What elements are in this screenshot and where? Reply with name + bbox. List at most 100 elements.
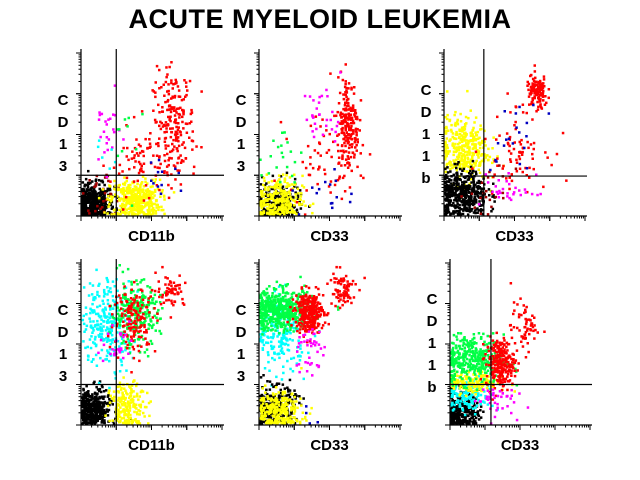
data-point [455,172,458,175]
data-point [120,190,124,194]
data-point [91,190,95,194]
data-point [87,169,90,173]
data-point [276,197,279,201]
data-point [145,343,148,346]
data-point [273,179,276,182]
data-point [123,207,127,210]
data-point [132,321,135,324]
data-point [109,306,112,309]
data-point [119,347,123,350]
data-point [100,335,103,338]
data-point [317,101,321,104]
data-point [106,286,109,289]
data-point [159,192,163,195]
data-point [122,296,125,299]
data-point [178,116,181,119]
data-point [150,213,153,216]
data-point [334,130,337,134]
data-point [137,307,140,310]
data-point [349,134,353,138]
data-point [137,171,141,175]
data-point [101,420,104,423]
data-point [284,202,287,206]
data-point [102,343,106,347]
data-point [271,174,275,178]
data-point [453,177,457,181]
data-point [358,118,362,122]
data-point [287,200,290,203]
data-point [107,391,110,395]
data-point [293,177,297,181]
data-point [545,101,548,105]
data-point [109,328,112,331]
data-point [89,206,93,210]
data-point [453,205,457,208]
data-point [275,304,278,307]
data-point [547,112,551,115]
data-point [139,321,142,324]
data-point [474,192,478,195]
data-point [120,150,124,153]
data-point [126,267,130,271]
data-point [471,159,475,163]
data-point [127,116,130,120]
data-point [150,179,153,182]
data-point [506,195,509,198]
data-point [122,199,125,203]
data-point [458,129,461,133]
data-point [279,183,283,186]
data-point [355,149,358,152]
data-point [318,95,321,99]
data-point [291,213,294,216]
data-point [138,410,142,413]
data-point [276,335,279,338]
data-point [105,175,109,179]
data-point [347,102,350,105]
data-point [97,397,100,400]
data-point [539,106,543,109]
data-point [345,98,349,102]
data-point [344,144,347,148]
data-point [191,148,194,151]
data-point [94,207,97,211]
data-point [518,140,521,144]
data-point [538,86,541,89]
data-point [368,153,372,156]
data-point [87,390,90,393]
data-point [138,413,141,416]
data-point [353,156,356,159]
data-point [455,181,458,185]
data-point [461,128,464,132]
data-point [162,83,165,86]
data-point [96,211,99,214]
data-point [170,97,173,100]
data-point [348,200,352,204]
data-point [359,152,362,155]
data-point [271,356,274,360]
data-point [510,179,514,183]
data-point [104,308,107,311]
data-point [171,291,174,295]
data-point [107,401,110,405]
data-point [281,199,285,202]
data-point [458,186,462,189]
data-point [331,206,334,210]
data-point [123,403,127,407]
data-point [270,187,274,191]
data-point [271,197,274,200]
data-point [137,409,140,412]
data-point [102,164,105,167]
data-point [112,399,116,402]
data-point [118,415,122,419]
data-point [463,180,466,183]
data-point [85,188,89,191]
data-point [156,188,160,191]
data-point [133,324,137,327]
data-point [177,144,181,148]
data-point [182,141,185,144]
data-point [493,200,496,203]
data-point [263,334,266,337]
x-axis-label: CD11b [128,437,175,454]
data-point [454,206,457,210]
data-point [477,185,480,188]
